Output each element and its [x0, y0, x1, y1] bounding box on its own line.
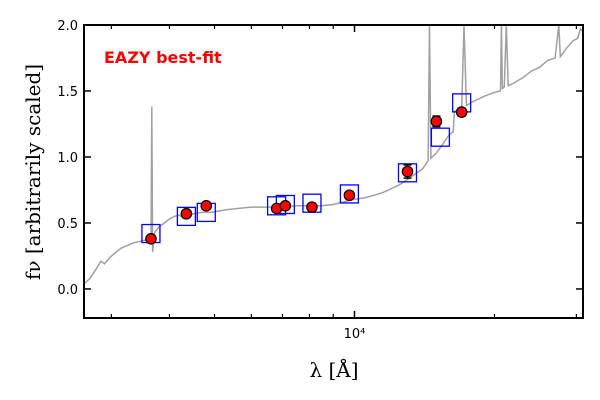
model-box [176, 206, 197, 227]
observed-point [430, 115, 443, 128]
model-boxes-layer [141, 93, 472, 244]
observed-point [343, 189, 356, 202]
y-axis-label: fν [arbitrarily scaled] [21, 64, 45, 280]
y-tick-label: 0.0 [57, 283, 78, 298]
model-box [397, 163, 418, 183]
observed-point [200, 200, 213, 212]
model-box [339, 184, 360, 204]
y-tick-label: 0.5 [57, 217, 78, 232]
observed-points-layer [145, 106, 468, 245]
ticks-layer: 0.0 0.5 1.0 1.5 2.0 10⁴ [57, 19, 583, 342]
template-layer [84, 25, 583, 285]
observed-point [279, 200, 292, 212]
observed-point [455, 106, 468, 118]
y-tick-label: 1.0 [57, 151, 78, 166]
model-box [430, 127, 451, 147]
y-tick-label: 2.0 [57, 19, 78, 34]
y-tick-label: 1.5 [57, 85, 78, 100]
observed-point [306, 201, 318, 213]
observed-point [180, 207, 193, 220]
observed-point [401, 165, 414, 178]
annotation-text: EAZY best-fit [104, 48, 222, 67]
observed-point [145, 233, 157, 245]
x-axis-label: λ [Å] [309, 357, 358, 382]
x-tick-label: 10⁴ [344, 327, 366, 342]
template-line [84, 25, 583, 285]
